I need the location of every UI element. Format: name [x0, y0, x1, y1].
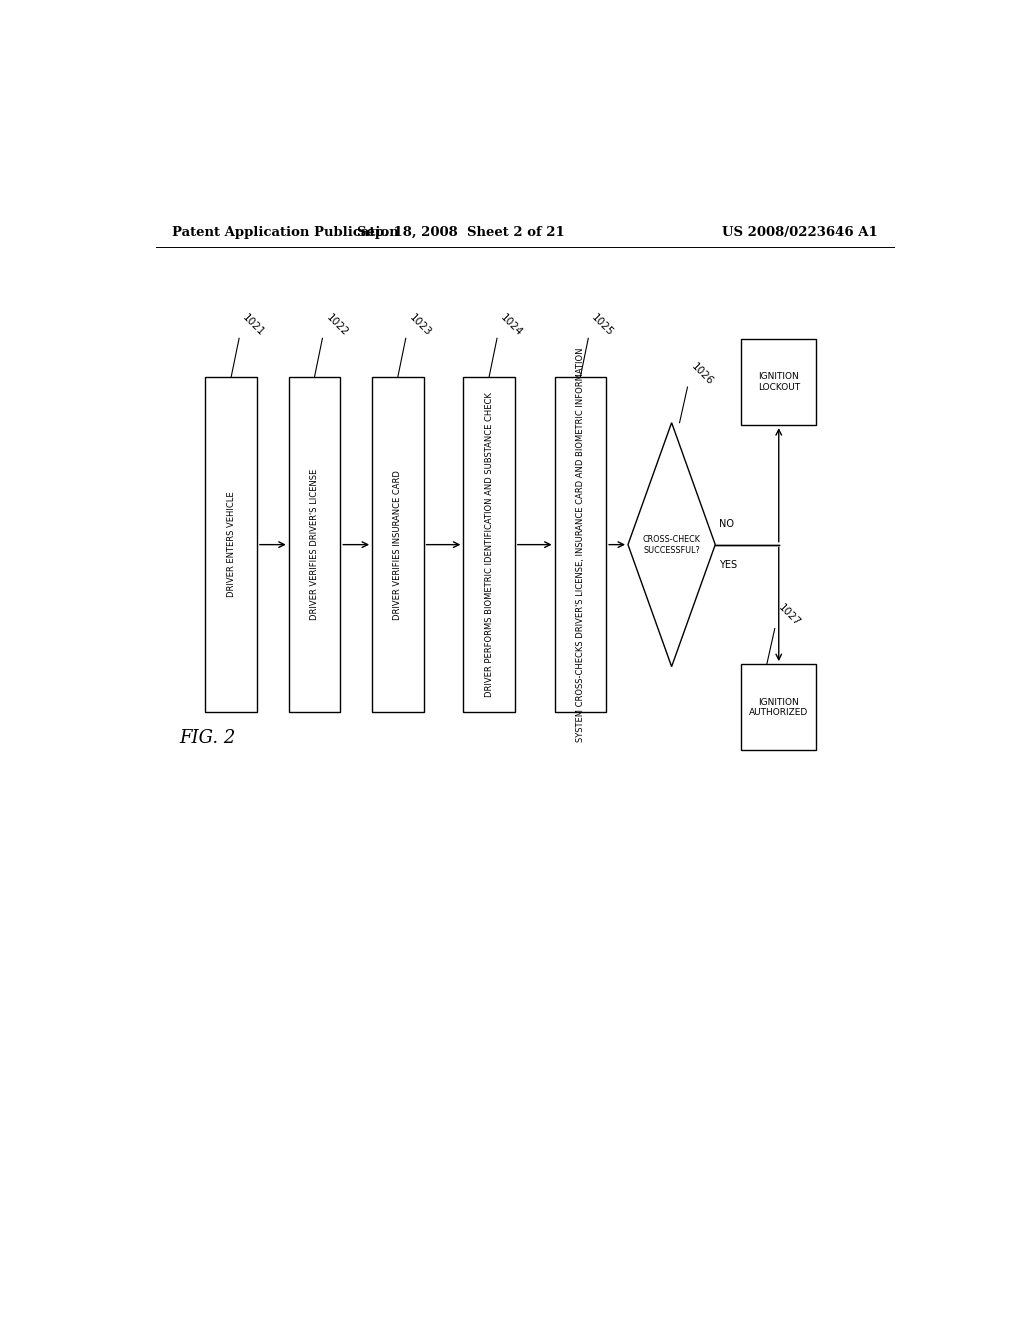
Bar: [289, 378, 340, 713]
Text: 1026: 1026: [689, 362, 715, 387]
Text: YES: YES: [719, 560, 737, 570]
Text: 1023: 1023: [408, 313, 433, 338]
Bar: [463, 378, 515, 713]
Text: US 2008/0223646 A1: US 2008/0223646 A1: [722, 226, 878, 239]
Text: IGNITION
LOCKOUT: IGNITION LOCKOUT: [758, 372, 800, 392]
Bar: [555, 378, 606, 713]
Text: DRIVER VERIFIES INSURANCE CARD: DRIVER VERIFIES INSURANCE CARD: [393, 470, 402, 619]
Polygon shape: [628, 422, 716, 667]
Text: 1027: 1027: [776, 603, 802, 628]
Text: CROSS-CHECK
SUCCESSFUL?: CROSS-CHECK SUCCESSFUL?: [643, 535, 700, 554]
Bar: [372, 378, 424, 713]
Text: DRIVER ENTERS VEHICLE: DRIVER ENTERS VEHICLE: [226, 492, 236, 598]
Text: FIG. 2: FIG. 2: [179, 729, 236, 747]
Text: 1025: 1025: [590, 313, 615, 338]
Text: NO: NO: [719, 519, 734, 529]
Text: 1021: 1021: [241, 313, 266, 338]
Text: Sep. 18, 2008  Sheet 2 of 21: Sep. 18, 2008 Sheet 2 of 21: [357, 226, 565, 239]
Bar: [206, 378, 257, 713]
Text: DRIVER PERFORMS BIOMETRIC IDENTIFICATION AND SUBSTANCE CHECK: DRIVER PERFORMS BIOMETRIC IDENTIFICATION…: [484, 392, 494, 697]
Text: SYSTEM CROSS-CHECKS DRIVER'S LICENSE, INSURANCE CARD AND BIOMETRIC INFORMATION: SYSTEM CROSS-CHECKS DRIVER'S LICENSE, IN…: [575, 347, 585, 742]
Text: 1022: 1022: [324, 313, 350, 338]
Bar: [741, 664, 816, 751]
Text: 1024: 1024: [499, 313, 524, 338]
Bar: [741, 339, 816, 425]
Text: DRIVER VERIFIES DRIVER'S LICENSE: DRIVER VERIFIES DRIVER'S LICENSE: [310, 469, 319, 620]
Text: IGNITION
AUTHORIZED: IGNITION AUTHORIZED: [750, 697, 808, 717]
Text: Patent Application Publication: Patent Application Publication: [172, 226, 398, 239]
